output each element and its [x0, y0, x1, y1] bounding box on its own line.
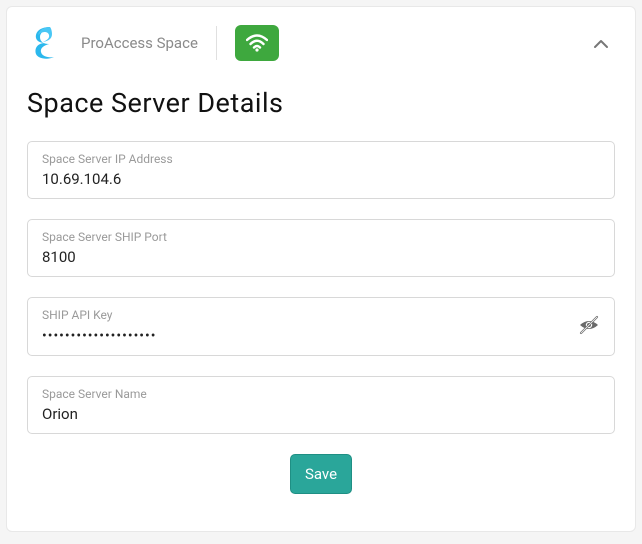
ip-address-input[interactable] — [42, 170, 600, 188]
s-logo-icon — [30, 26, 60, 60]
ship-port-label: Space Server SHIP Port — [42, 230, 600, 244]
brand-name: ProAccess Space — [81, 34, 198, 52]
brand-logo — [27, 25, 63, 61]
api-key-label: SHIP API Key — [42, 308, 600, 322]
connection-status-badge — [235, 25, 279, 61]
server-name-input[interactable] — [42, 405, 600, 423]
ship-port-field[interactable]: Space Server SHIP Port — [27, 219, 615, 277]
eye-off-icon — [578, 315, 600, 335]
api-key-input[interactable]: •••••••••••••••••••• — [42, 328, 156, 344]
section-title: Space Server Details — [27, 87, 615, 119]
wifi-icon — [246, 34, 268, 52]
ip-address-label: Space Server IP Address — [42, 152, 600, 166]
api-key-field[interactable]: SHIP API Key •••••••••••••••••••• — [27, 297, 615, 356]
collapse-toggle[interactable] — [587, 28, 615, 59]
ship-port-input[interactable] — [42, 248, 600, 266]
chevron-up-icon — [593, 39, 609, 49]
server-name-field[interactable]: Space Server Name — [27, 376, 615, 434]
card-header: ProAccess Space — [27, 25, 615, 61]
toggle-visibility-button[interactable] — [578, 315, 600, 339]
actions-row: Save — [27, 454, 615, 494]
header-divider — [216, 26, 217, 60]
settings-card: ProAccess Space Space Server Details Spa… — [6, 6, 636, 532]
server-name-label: Space Server Name — [42, 387, 600, 401]
save-button[interactable]: Save — [290, 454, 352, 494]
ip-address-field[interactable]: Space Server IP Address — [27, 141, 615, 199]
